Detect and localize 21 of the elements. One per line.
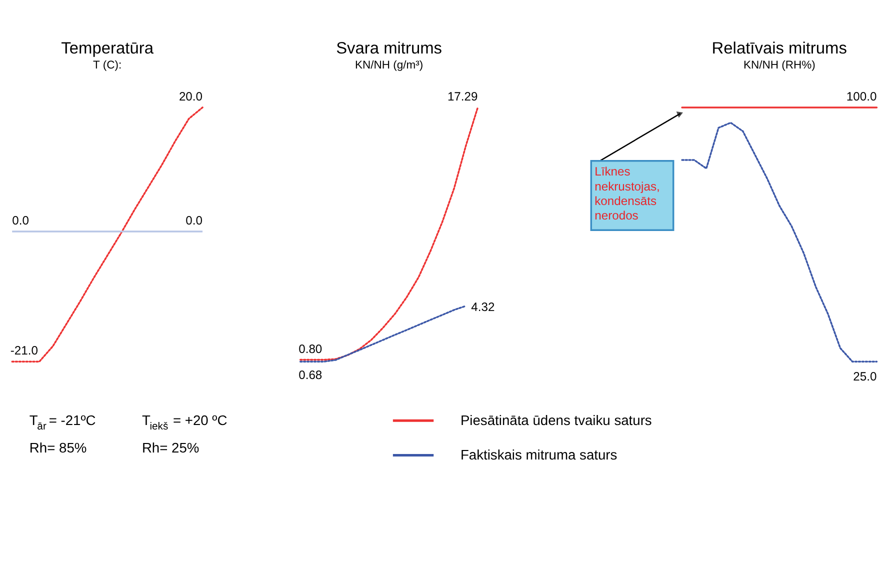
data-label: 20.0 (178, 90, 203, 104)
text: Rh= 25% (142, 440, 200, 456)
data-label: 17.29 (447, 90, 478, 104)
chart-title: Relatīvais mitrums (712, 40, 847, 58)
data-label: -21.0 (10, 344, 38, 358)
ref-line-label: 0.0 (12, 214, 30, 228)
chart-subtitle: KN/NH (RH%) (743, 59, 816, 72)
chart-subtitle: T (C): (93, 59, 122, 72)
legend-label: Faktiskais mitruma saturs (460, 446, 618, 463)
legend-label: Piesātināta ūdens tvaiku saturs (460, 412, 652, 428)
chart-title: Temperatūra (61, 40, 154, 58)
data-label: 0.80 (298, 342, 322, 356)
text: Līknes nekrustojas, kondensāts nerodos (594, 164, 660, 223)
data-label: 100.0 (846, 90, 878, 104)
text: 0.0 (186, 214, 203, 228)
data-label: 0.68 (298, 368, 322, 382)
chart-subtitle: KN/NH (g/m³) (354, 59, 424, 72)
data-label: 4.32 (471, 300, 495, 314)
text: Rh= 85% (29, 440, 87, 456)
data-label: 25.0 (853, 370, 878, 384)
chart-title: Svara mitrums (336, 40, 442, 58)
